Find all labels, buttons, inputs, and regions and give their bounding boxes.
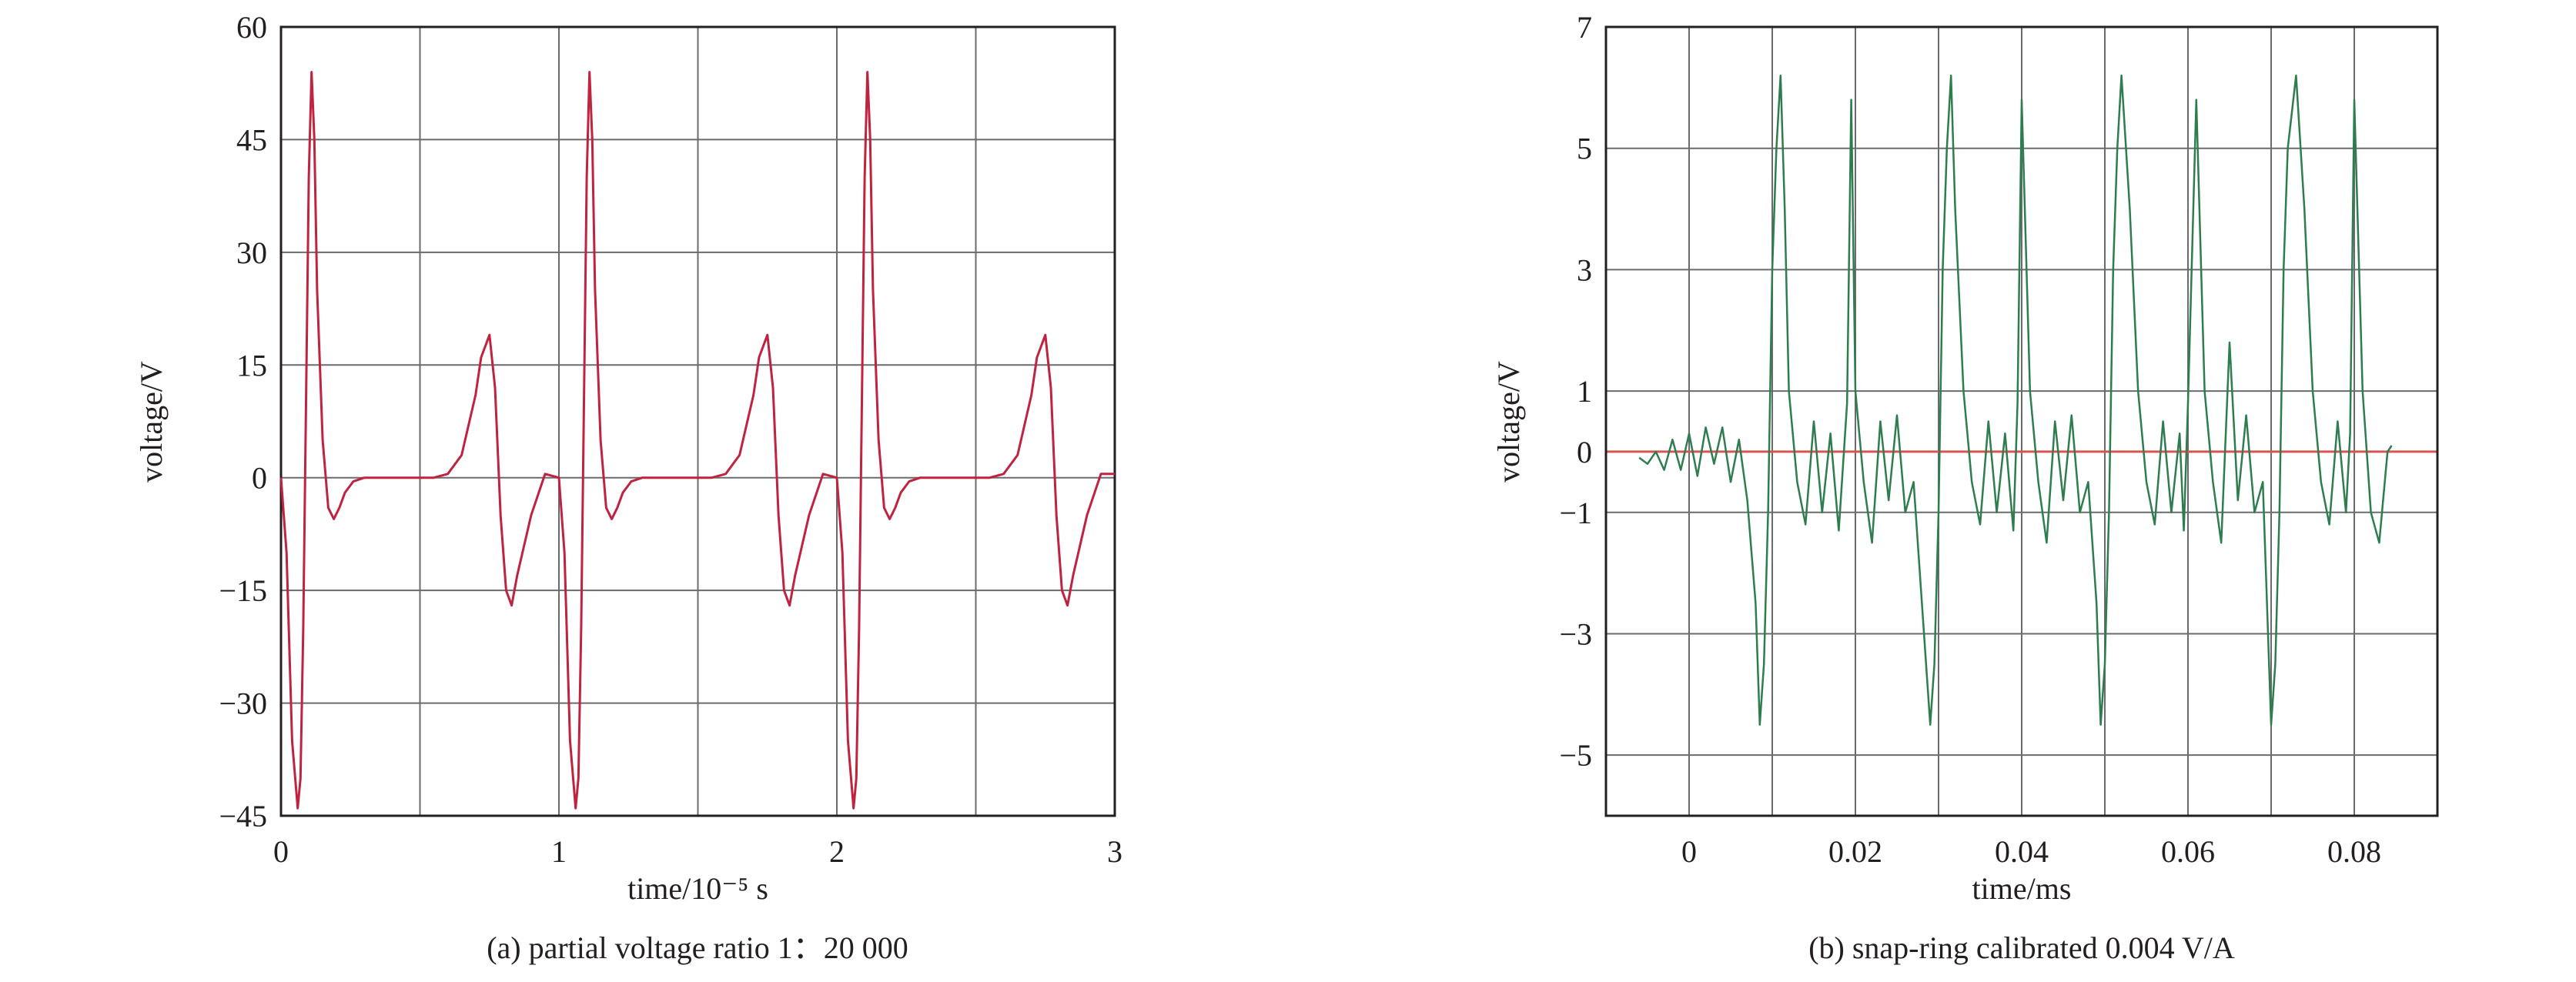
chart-b-ytick-label-7: 7	[1577, 10, 1592, 45]
chart-b-ytick-label-2: −1	[1559, 496, 1592, 530]
chart-b-ytick-label-4: 1	[1577, 374, 1592, 409]
chart-b-ytick-label-1: −3	[1559, 616, 1592, 651]
chart-b-series-line-0	[1638, 74, 2393, 726]
chart-a-series-line-0	[279, 71, 1115, 810]
chart-b-caption: (b) snap-ring calibrated 0.004 V/A	[1808, 930, 2235, 965]
chart-a-xtick-label-1: 1	[551, 834, 567, 869]
chart-b-xtick-label-3: 0.06	[2161, 834, 2215, 869]
chart-b-ytick-label-6: 5	[1577, 132, 1592, 166]
chart-a-plot-frame	[279, 25, 1116, 817]
chart-a-y-axis-title: voltage/V	[134, 361, 169, 483]
chart-a-xtick-label-0: 0	[273, 834, 289, 869]
chart-a-ytick-label-4: 15	[236, 348, 267, 382]
chart-b-y-axis-title: voltage/V	[1491, 361, 1526, 483]
chart-a-ytick-label-7: 60	[236, 10, 267, 45]
chart-panel-b: −5 −3 −1 0 1 3 5 7 0 0.02 0.04 0.06 0.08 time/ms volta…	[1288, 0, 2576, 982]
chart-a-svg: −45 −30 −15 0 15 30 45 60 0 1 2 3 time/10⁻⁵ s voltage…	[134, 10, 1122, 965]
chart-a-ytick-label-5: 30	[236, 235, 267, 270]
chart-b-xtick-label-0: 0	[1681, 834, 1697, 869]
chart-b-ytick-label-3: 0	[1577, 435, 1592, 469]
chart-b-ytick-label-5: 3	[1577, 252, 1592, 287]
chart-a-ytick-label-6: 45	[236, 122, 267, 157]
chart-a-ytick-label-0: −45	[219, 799, 267, 833]
chart-b-xtick-label-4: 0.08	[2327, 834, 2381, 869]
chart-a-ytick-label-3: 0	[252, 461, 267, 496]
chart-panel-a: −45 −30 −15 0 15 30 45 60 0 1 2 3 time/10⁻⁵ s voltage…	[134, 10, 1122, 965]
chart-a-x-axis-title: time/10⁻⁵ s	[627, 871, 768, 906]
chart-b-svg: −5 −3 −1 0 1 3 5 7 0 0.02 0.04 0.06 0.08 time/ms volta…	[1491, 10, 2439, 965]
chart-b-ytick-label-0: −5	[1559, 738, 1592, 773]
chart-b-plot-frame	[1604, 25, 2439, 817]
chart-a-caption: (a) partial voltage ratio 1：20 000	[487, 930, 908, 965]
chart-b-x-axis-title: time/ms	[1972, 871, 2072, 906]
chart-b-xtick-label-1: 0.02	[1828, 834, 1882, 869]
chart-a-ytick-label-2: −15	[219, 573, 267, 608]
chart-a-xtick-label-2: 2	[829, 834, 845, 869]
chart-a-xtick-label-3: 3	[1107, 834, 1122, 869]
chart-a-ytick-label-1: −30	[219, 686, 267, 721]
chart-b-xtick-label-2: 0.04	[1995, 834, 2049, 869]
